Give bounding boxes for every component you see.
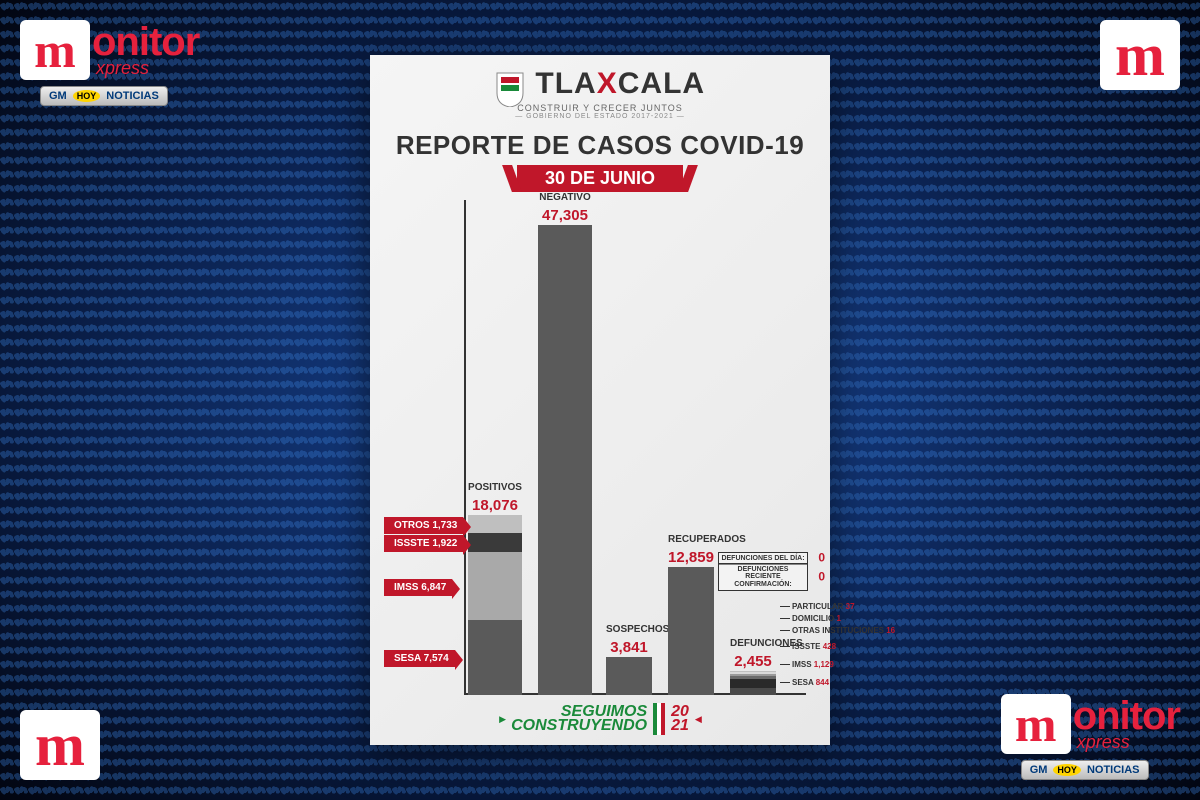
footer-year: 20 21: [671, 705, 689, 734]
bar-segment: [730, 688, 776, 695]
flag-tri-icon: ◀: [695, 714, 701, 725]
bar-segment: [538, 225, 592, 695]
bar-segment: [468, 620, 522, 695]
logo-top-left: m onitor xpress GM HOY NOTICIAS: [20, 20, 199, 106]
bar-value: 18,076: [468, 497, 522, 514]
bar-segment: [730, 679, 776, 688]
defunciones-box: DEFUNCIONES RECIENTE CONFIRMACIÓN:0: [718, 563, 808, 591]
bar-positivos: POSITIVOS18,076: [468, 515, 522, 695]
logo-sub: xpress: [1077, 734, 1180, 750]
logo-sub: xpress: [96, 60, 199, 76]
state-gov-line: — GOBIERNO DEL ESTADO 2017-2021 —: [384, 113, 816, 120]
bar-value: 47,305: [538, 207, 592, 224]
bar-label: RECUPERADOS: [668, 535, 714, 546]
defunciones-breakdown: IMSS 1,129: [780, 660, 834, 669]
bar-negativo: NEGATIVO47,305: [538, 225, 592, 695]
defunciones-breakdown: SESA 844: [780, 678, 829, 687]
card-header: TLAXCALA CONSTRUIR Y CRECER JUNTOS — GOB…: [384, 67, 816, 192]
bar-value: 12,859: [668, 549, 714, 566]
segment-tag: IMSS 6,847: [384, 579, 452, 596]
bar-defunciones: DEFUNCIONES2,455: [730, 671, 776, 695]
segment-tag: ISSSTE 1,922: [384, 535, 463, 552]
segment-tag: OTROS 1,733: [384, 517, 463, 534]
bar-sospechosos: SOSPECHOSOS3,841: [606, 657, 652, 695]
chart-area: POSITIVOS18,076NEGATIVO47,305SOSPECHOSOS…: [384, 200, 816, 695]
bar-label: POSITIVOS: [468, 483, 522, 494]
logo-name: onitor: [1073, 698, 1180, 734]
bar-label: DEFUNCIONES: [730, 639, 776, 650]
footer-italy-bar: [653, 703, 665, 735]
report-title: REPORTE DE CASOS COVID-19: [384, 130, 816, 161]
bar-value: 3,841: [606, 639, 652, 656]
monitor-m-icon: m: [1100, 20, 1180, 90]
bar-value: 2,455: [730, 653, 776, 670]
covid-report-card: TLAXCALA CONSTRUIR Y CRECER JUNTOS — GOB…: [370, 55, 830, 745]
defunciones-breakdown: DOMICILIO 1: [780, 614, 841, 623]
logo-bottom-left: m: [20, 710, 100, 780]
bar-recuperados: RECUPERADOS12,859: [668, 567, 714, 695]
logo-name: onitor: [92, 24, 199, 60]
bar-segment: [668, 567, 714, 695]
footer-seguimos: SEGUIMOS CONSTRUYENDO: [511, 705, 647, 734]
monitor-m-icon: m: [20, 20, 90, 80]
state-slogan: CONSTRUIR Y CRECER JUNTOS: [384, 103, 816, 113]
monitor-m-icon: m: [1001, 694, 1071, 754]
defunciones-breakdown: OTRAS INSTITUCIONES 16: [780, 626, 895, 635]
tlaxcala-shield-icon: [495, 71, 525, 107]
flag-tri-icon: ▶: [499, 714, 505, 725]
report-date-badge: 30 DE JUNIO: [517, 165, 683, 192]
gm-noticias-badge: GM HOY NOTICIAS: [1021, 760, 1149, 780]
bar-segment: [468, 552, 522, 620]
gm-noticias-badge: GM HOY NOTICIAS: [40, 86, 168, 106]
logo-top-right: m: [1100, 20, 1180, 90]
bar-segment: [468, 515, 522, 532]
defunciones-breakdown: PARTICULAR 37: [780, 602, 855, 611]
segment-tag: SESA 7,574: [384, 650, 455, 667]
bar-label: SOSPECHOSOS: [606, 625, 652, 636]
card-footer: ▶ SEGUIMOS CONSTRUYENDO 20 21 ◀: [384, 703, 816, 735]
state-name: TLAXCALA: [535, 67, 705, 100]
bar-segment: [468, 533, 522, 552]
monitor-m-icon: m: [20, 710, 100, 780]
bar-label: NEGATIVO: [538, 193, 592, 204]
defunciones-breakdown: ISSSTE 428: [780, 642, 836, 651]
bar-segment: [606, 657, 652, 695]
logo-bottom-right: m onitor xpress GM HOY NOTICIAS: [1001, 694, 1180, 780]
